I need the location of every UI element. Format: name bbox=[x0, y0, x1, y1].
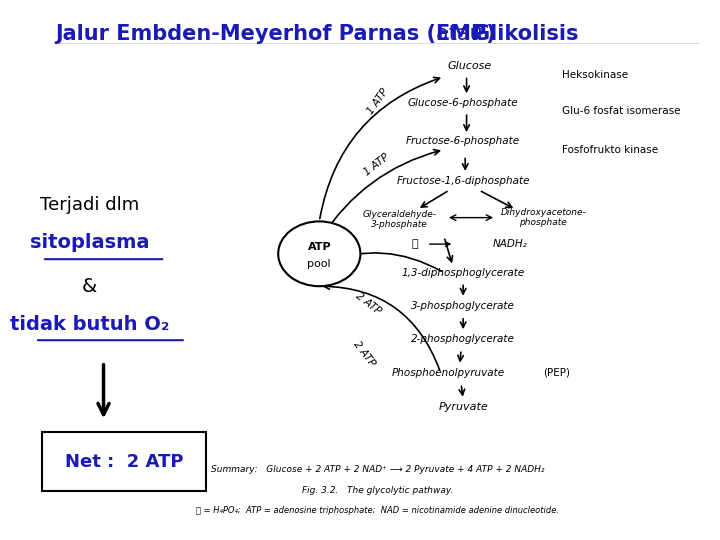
Text: &: & bbox=[82, 276, 97, 296]
Text: Fructose-6-phosphate: Fructose-6-phosphate bbox=[406, 137, 521, 146]
Text: Fructose-1,6-diphosphate: Fructose-1,6-diphosphate bbox=[397, 176, 530, 186]
Text: Glucose-6-phosphate: Glucose-6-phosphate bbox=[408, 98, 518, 107]
Text: Ⓟ = H₄PO₄;  ATP = adenosine triphosphate;  NAD = nicotinamide adenine dinucleoti: Ⓟ = H₄PO₄; ATP = adenosine triphosphate;… bbox=[196, 506, 559, 515]
Text: Glikolisis: Glikolisis bbox=[474, 24, 579, 44]
Text: 1 ATP: 1 ATP bbox=[361, 152, 391, 178]
Text: Phosphoenolpyruvate: Phosphoenolpyruvate bbox=[392, 368, 505, 377]
Circle shape bbox=[278, 221, 361, 286]
Text: ATP: ATP bbox=[307, 242, 331, 252]
Text: Heksokinase: Heksokinase bbox=[562, 70, 629, 79]
Text: Pyruvate: Pyruvate bbox=[438, 402, 488, 412]
Text: 3-phosphoglycerate: 3-phosphoglycerate bbox=[411, 301, 515, 310]
Text: 2 ATP: 2 ATP bbox=[351, 339, 377, 368]
Text: Glyceraldehyde-
3-phosphate: Glyceraldehyde- 3-phosphate bbox=[362, 210, 436, 229]
FancyBboxPatch shape bbox=[42, 432, 207, 491]
Text: Dihydroxyacetone-
phosphate: Dihydroxyacetone- phosphate bbox=[500, 208, 586, 227]
Text: Terjadi dlm: Terjadi dlm bbox=[40, 196, 140, 214]
Text: 2 ATP: 2 ATP bbox=[354, 291, 382, 316]
Text: Glucose: Glucose bbox=[448, 62, 492, 71]
Text: Ⓟ: Ⓟ bbox=[412, 239, 418, 249]
Text: Glu-6 fosfat isomerase: Glu-6 fosfat isomerase bbox=[562, 106, 681, 116]
Text: Summary:   Glucose + 2 ATP + 2 NAD⁺ ⟶ 2 Pyruvate + 4 ATP + 2 NADH₂: Summary: Glucose + 2 ATP + 2 NAD⁺ ⟶ 2 Py… bbox=[211, 465, 544, 474]
Text: pool: pool bbox=[307, 259, 331, 268]
Text: 2-phosphoglycerate: 2-phosphoglycerate bbox=[411, 334, 515, 344]
Text: Net :  2 ATP: Net : 2 ATP bbox=[65, 453, 184, 471]
Text: sitoplasma: sitoplasma bbox=[30, 233, 150, 253]
Text: 1,3-diphosphoglycerate: 1,3-diphosphoglycerate bbox=[402, 268, 525, 278]
Text: Jalur Embden-Meyerhof Parnas (EMP): Jalur Embden-Meyerhof Parnas (EMP) bbox=[55, 24, 503, 44]
Text: 1 ATP: 1 ATP bbox=[365, 86, 390, 116]
Text: NADH₂: NADH₂ bbox=[492, 239, 527, 249]
Text: (PEP): (PEP) bbox=[544, 368, 570, 377]
Text: tidak butuh O₂: tidak butuh O₂ bbox=[10, 314, 169, 334]
Text: Fig. 3.2.   The glycolytic pathway.: Fig. 3.2. The glycolytic pathway. bbox=[302, 486, 453, 495]
Text: atau: atau bbox=[436, 24, 489, 44]
Text: Fosfofrukto kinase: Fosfofrukto kinase bbox=[562, 145, 659, 154]
